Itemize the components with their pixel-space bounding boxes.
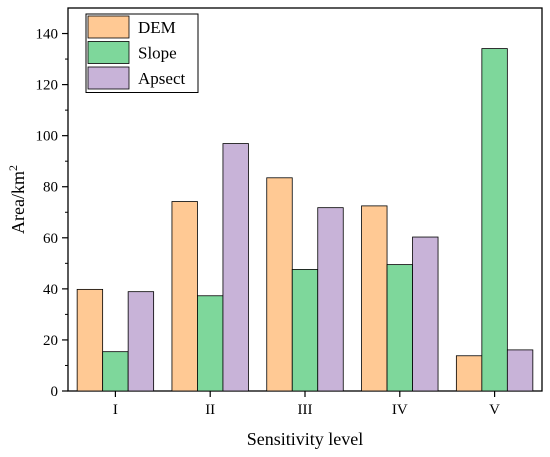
- x-tick-label: V: [489, 402, 500, 418]
- y-axis-title: Area/km2: [6, 165, 28, 234]
- bar-dem-iv: [361, 205, 388, 392]
- bar-slope-ii: [197, 295, 224, 392]
- y-axis-title-main: Area/km: [8, 171, 28, 234]
- bar-apsect-iv: [412, 236, 439, 392]
- legend-swatch-slope: [87, 41, 130, 64]
- bar-apsect-iii: [317, 207, 344, 392]
- y-tick-label: 60: [43, 231, 58, 247]
- x-tick-label: II: [205, 402, 215, 418]
- y-tick-label: 80: [43, 180, 58, 196]
- y-tick-label: 20: [43, 333, 58, 349]
- y-tick-label: 140: [36, 27, 59, 43]
- y-tick-label: 40: [43, 282, 58, 298]
- y-axis-title-superscript: 2: [6, 165, 20, 171]
- legend-label-dem: DEM: [138, 18, 176, 37]
- legend-swatch-apsect: [87, 66, 130, 90]
- bar-apsect-v: [506, 349, 534, 392]
- bar-dem-iii: [266, 177, 293, 392]
- legend-label-apsect: Apsect: [138, 69, 185, 88]
- y-axis: 0 20 40 60 80 100 120 140: [36, 27, 68, 400]
- y-tick-label: 100: [36, 129, 59, 145]
- legend: DEM Slope Apsect: [85, 13, 199, 93]
- bar-slope-iv: [386, 264, 413, 392]
- x-tick-label: IV: [392, 402, 408, 418]
- bars: [76, 48, 534, 392]
- x-axis: I II III IV V: [113, 391, 500, 418]
- y-tick-label: 0: [51, 384, 59, 400]
- legend-swatch-dem: [87, 15, 130, 39]
- legend-label-slope: Slope: [138, 44, 177, 63]
- bar-apsect-ii: [222, 143, 249, 392]
- x-axis-title: Sensitivity level: [247, 429, 364, 449]
- bar-slope-iii: [291, 269, 319, 392]
- y-tick-label: 120: [36, 78, 59, 94]
- bar-dem-v: [455, 355, 483, 392]
- bar-apsect-i: [127, 291, 155, 392]
- x-tick-label: III: [298, 402, 313, 418]
- bar-slope-i: [102, 351, 129, 392]
- bar-slope-v: [481, 48, 508, 392]
- bar-dem-ii: [171, 201, 198, 392]
- x-tick-label: I: [113, 402, 118, 418]
- bar-dem-i: [76, 288, 104, 392]
